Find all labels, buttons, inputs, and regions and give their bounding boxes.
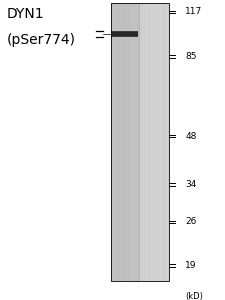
Bar (110, 3, 138, 280)
Text: (pSer774): (pSer774) (7, 33, 75, 47)
Bar (111, 31, 138, 37)
Text: 19: 19 (184, 261, 196, 270)
Bar (138, 3, 169, 280)
Bar (110, 3, 169, 280)
Text: 85: 85 (184, 52, 196, 61)
Text: (kD): (kD) (184, 292, 202, 300)
Bar (110, 3, 169, 280)
Text: DYN1: DYN1 (7, 8, 44, 22)
Text: 48: 48 (184, 132, 196, 141)
Bar (111, 31, 138, 32)
Bar (111, 36, 138, 37)
Text: 117: 117 (184, 8, 202, 16)
Text: 34: 34 (184, 180, 196, 189)
Text: 26: 26 (184, 217, 196, 226)
